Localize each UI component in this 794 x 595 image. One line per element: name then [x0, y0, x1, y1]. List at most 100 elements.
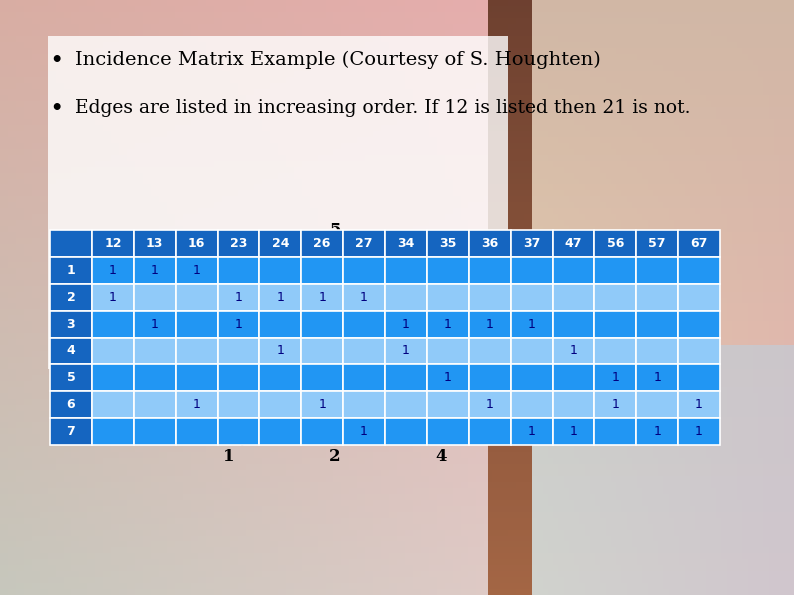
Text: 13: 13	[146, 237, 164, 250]
Bar	[343, 364, 385, 392]
Text: 5: 5	[330, 222, 341, 239]
Text: 1: 1	[569, 345, 577, 358]
Text: 1: 1	[223, 447, 235, 465]
Bar	[595, 311, 636, 337]
Bar	[50, 364, 92, 392]
Bar	[343, 311, 385, 337]
Bar	[301, 230, 343, 257]
Bar	[260, 311, 301, 337]
Bar	[553, 230, 595, 257]
Bar	[511, 392, 553, 418]
Bar	[595, 364, 636, 392]
Text: 1: 1	[234, 318, 242, 331]
Bar	[385, 392, 427, 418]
Bar	[427, 284, 468, 311]
Bar	[260, 284, 301, 311]
Bar	[343, 418, 385, 445]
Bar	[427, 311, 468, 337]
Bar	[343, 230, 385, 257]
Text: 3: 3	[67, 318, 75, 331]
Bar	[511, 364, 553, 392]
Bar	[133, 392, 175, 418]
Bar	[427, 392, 468, 418]
Bar	[468, 418, 511, 445]
Bar	[92, 311, 133, 337]
Text: 1: 1	[193, 398, 201, 411]
Bar	[427, 364, 468, 392]
Text: 5: 5	[67, 371, 75, 384]
Bar	[218, 257, 260, 284]
Bar	[511, 230, 553, 257]
Bar	[678, 284, 720, 311]
Text: 7: 7	[402, 319, 414, 336]
Bar	[301, 284, 343, 311]
Text: 1: 1	[360, 291, 368, 303]
Bar	[260, 392, 301, 418]
Bar	[92, 257, 133, 284]
Bar	[301, 311, 343, 337]
Bar	[133, 257, 175, 284]
Text: 1: 1	[611, 371, 619, 384]
Bar	[595, 337, 636, 364]
Bar	[427, 230, 468, 257]
Text: 1: 1	[234, 291, 242, 303]
Bar	[678, 364, 720, 392]
Text: 1: 1	[193, 264, 201, 277]
Text: 1: 1	[67, 264, 75, 277]
Bar	[218, 284, 260, 311]
Bar	[175, 230, 218, 257]
Text: 2: 2	[67, 291, 75, 303]
Text: 1: 1	[109, 264, 117, 277]
Bar	[427, 418, 468, 445]
Bar	[175, 392, 218, 418]
Bar	[175, 337, 218, 364]
Text: 1: 1	[653, 425, 661, 438]
Bar	[511, 337, 553, 364]
Bar	[553, 364, 595, 392]
Bar	[50, 284, 92, 311]
Text: 26: 26	[314, 237, 331, 250]
Bar	[133, 311, 175, 337]
Bar	[50, 230, 92, 257]
Bar	[511, 284, 553, 311]
Bar	[553, 392, 595, 418]
Text: 47: 47	[565, 237, 582, 250]
Circle shape	[272, 330, 282, 339]
Bar	[175, 284, 218, 311]
Bar	[636, 230, 678, 257]
Text: 1: 1	[486, 318, 494, 331]
Bar	[343, 257, 385, 284]
Bar	[385, 311, 427, 337]
Bar	[553, 257, 595, 284]
Bar	[260, 364, 301, 392]
Bar	[133, 364, 175, 392]
Bar	[343, 284, 385, 311]
Circle shape	[423, 436, 432, 444]
Bar	[301, 392, 343, 418]
Text: 6: 6	[256, 319, 268, 336]
Text: 1: 1	[528, 318, 535, 331]
Bar	[468, 337, 511, 364]
Text: Edges are listed in increasing order. If 12 is listed then 21 is not.: Edges are listed in increasing order. If…	[75, 99, 691, 117]
Bar	[175, 418, 218, 445]
Text: 67: 67	[690, 237, 707, 250]
Text: 27: 27	[355, 237, 373, 250]
Bar	[553, 311, 595, 337]
Bar	[260, 337, 301, 364]
Bar	[636, 392, 678, 418]
Bar	[636, 364, 678, 392]
Bar	[678, 230, 720, 257]
Text: 1: 1	[151, 264, 159, 277]
Text: 1: 1	[528, 425, 535, 438]
Bar	[92, 392, 133, 418]
Text: Incidence Matrix Example (Courtesy of S. Houghten): Incidence Matrix Example (Courtesy of S.…	[75, 51, 601, 69]
Bar	[427, 337, 468, 364]
Bar	[468, 257, 511, 284]
Text: 1: 1	[318, 398, 326, 411]
Bar	[636, 284, 678, 311]
Bar	[595, 257, 636, 284]
Bar	[133, 418, 175, 445]
Bar	[553, 418, 595, 445]
Bar	[553, 337, 595, 364]
Text: 4: 4	[435, 447, 446, 465]
